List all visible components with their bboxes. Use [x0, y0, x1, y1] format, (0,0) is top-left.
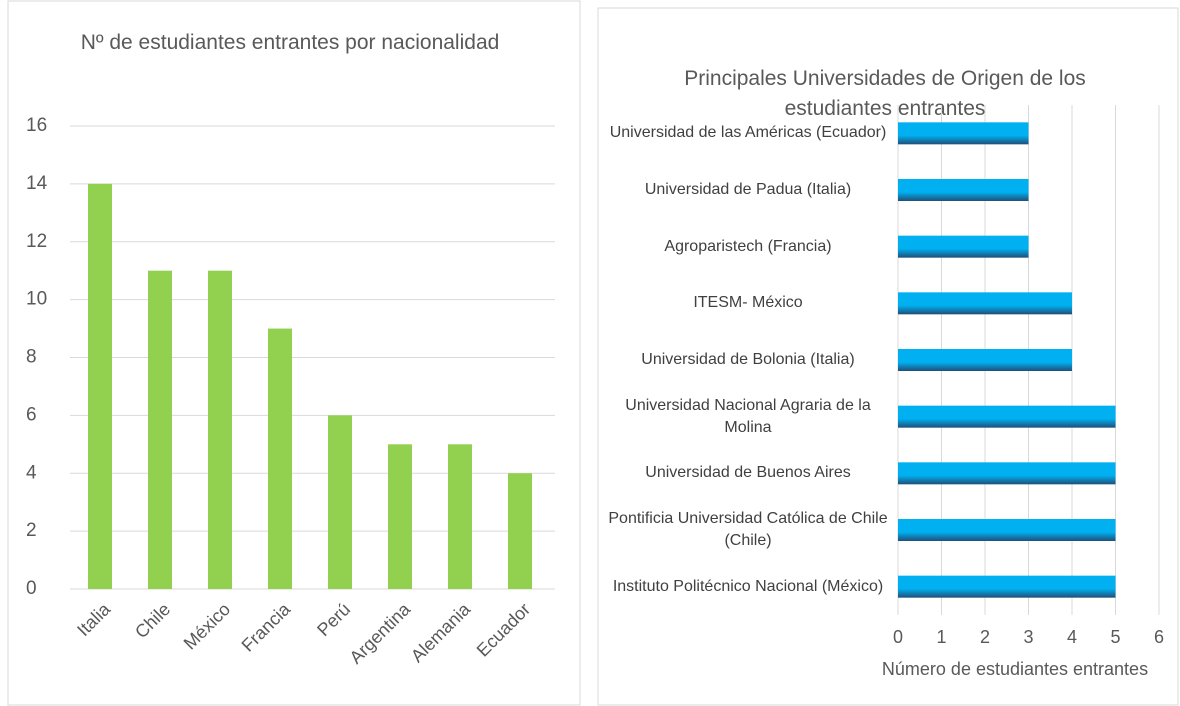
x-tick-label: 4: [1067, 627, 1077, 647]
y-tick-label: 8: [26, 347, 37, 368]
bar: [268, 328, 292, 589]
x-tick-label: 3: [1023, 627, 1033, 647]
y-tick-label: 10: [26, 289, 47, 310]
bar: [898, 235, 1029, 258]
x-tick-label: 6: [1154, 627, 1164, 647]
y-tick-label-box: Universidad de Padua (Italia): [644, 181, 852, 198]
bar: [898, 349, 1072, 371]
chart-title: Nº de estudiantes entrantes por nacional…: [80, 31, 500, 54]
y-tick-label-box: Universidad de las Américas (Ecuador): [609, 124, 887, 142]
x-tick-label: 2: [980, 627, 990, 647]
y-tick-label: Universidad de Buenos Aires: [645, 464, 851, 482]
y-tick-label: ITESM- México: [693, 294, 803, 312]
y-tick-label-box: Instituto Politécnico Nacional (México): [612, 577, 884, 595]
x-tick-label: 5: [1110, 627, 1120, 647]
bar: [148, 270, 172, 589]
y-tick-label: Universidad de Bolonia (Italia): [641, 351, 855, 368]
x-tick-label: 0: [893, 627, 903, 647]
chart-title-box: Nº de estudiantes entrantes por nacional…: [80, 31, 500, 54]
y-tick-label: Universidad Nacional Agraria de la Molin…: [625, 396, 871, 436]
y-tick-label-box: Universidad de Bolonia (Italia): [641, 351, 855, 368]
y-tick-label: 12: [26, 231, 47, 252]
y-tick-label: Pontificia Universidad Católica de Chile…: [608, 510, 888, 549]
bar: [898, 519, 1116, 541]
y-tick-label: Instituto Politécnico Nacional (México): [612, 577, 884, 595]
bar: [508, 473, 532, 589]
bar: [898, 292, 1072, 315]
bar: [898, 179, 1029, 201]
y-tick-label: Universidad de las Américas (Ecuador): [609, 124, 887, 142]
bar: [208, 270, 232, 589]
bar: [898, 462, 1116, 485]
y-tick-label: Agroparistech (Francia): [664, 237, 832, 255]
y-tick-label-box: Pontificia Universidad Católica de Chile…: [608, 510, 888, 549]
bar: [898, 122, 1029, 145]
chart-title: Principales Universidades de Origen de l…: [684, 67, 1086, 120]
bar: [448, 444, 472, 589]
y-tick-label: 14: [26, 173, 48, 194]
x-tick-label: 1: [936, 627, 946, 647]
y-tick-label-box: Universidad Nacional Agraria de la Molin…: [625, 396, 871, 436]
chart-title-box: Principales Universidades de Origen de l…: [684, 67, 1086, 120]
y-tick-label: 0: [26, 578, 37, 599]
y-tick-label: 4: [26, 462, 37, 483]
bar: [388, 444, 412, 589]
x-axis-label: Número de estudiantes entrantes: [882, 659, 1148, 679]
y-tick-label-box: Agroparistech (Francia): [664, 237, 832, 255]
y-tick-label-box: Universidad de Buenos Aires: [645, 464, 851, 482]
bar: [328, 415, 352, 589]
y-tick-label: Universidad de Padua (Italia): [644, 181, 852, 198]
y-tick-label-box: ITESM- México: [693, 294, 803, 312]
y-tick-label: 6: [26, 404, 37, 425]
y-tick-label: 2: [26, 520, 37, 541]
y-tick-label: 16: [26, 115, 47, 136]
bar: [898, 575, 1116, 598]
bar: [88, 183, 112, 589]
bar: [898, 405, 1116, 428]
